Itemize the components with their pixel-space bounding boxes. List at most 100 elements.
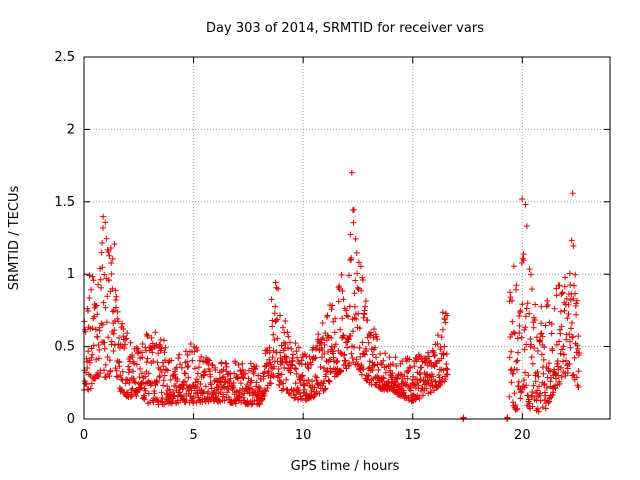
data-point: [542, 392, 549, 399]
data-point: [85, 307, 92, 314]
data-point: [513, 282, 520, 289]
data-point: [340, 332, 347, 339]
data-point: [139, 341, 146, 348]
data-point: [573, 300, 580, 307]
data-point: [571, 354, 578, 361]
data-point: [161, 401, 168, 408]
data-point: [295, 344, 302, 351]
data-point: [566, 360, 573, 367]
data-point: [149, 349, 156, 356]
data-point: [93, 302, 100, 309]
data-point: [266, 349, 273, 356]
data-point: [521, 369, 528, 376]
data-point: [507, 367, 514, 374]
data-point: [176, 389, 183, 396]
data-point: [120, 333, 127, 340]
data-point: [550, 389, 557, 396]
x-tick-label: 10: [295, 428, 312, 443]
data-point: [153, 378, 160, 385]
data-point: [103, 319, 110, 326]
data-point: [223, 363, 230, 370]
data-point: [520, 383, 527, 390]
data-point: [174, 375, 181, 382]
data-point: [429, 383, 436, 390]
data-point: [315, 331, 322, 338]
data-point: [416, 369, 423, 376]
data-point: [316, 390, 323, 397]
data-point: [312, 354, 319, 361]
data-point: [268, 296, 275, 303]
data-point: [239, 373, 246, 380]
y-tick-label: 1: [67, 267, 75, 282]
data-point: [538, 320, 545, 327]
data-point: [506, 354, 513, 361]
data-point: [389, 370, 396, 377]
data-point: [532, 301, 539, 308]
data-point: [439, 309, 446, 316]
data-point: [305, 365, 312, 372]
data-point: [575, 333, 582, 340]
data-point: [175, 355, 182, 362]
data-point: [317, 364, 324, 371]
data-point: [353, 249, 360, 256]
data-point: [442, 376, 449, 383]
data-point: [274, 316, 281, 323]
axis-ticks: 0 5 10 15 20 0 0.5 1 1.5 2 2.5: [54, 50, 610, 443]
data-point: [145, 332, 152, 339]
data-point: [529, 388, 536, 395]
data-point: [92, 326, 99, 333]
data-point: [570, 243, 577, 250]
data-point: [533, 334, 540, 341]
data-point: [111, 327, 118, 334]
data-point: [84, 364, 91, 371]
data-point: [441, 343, 448, 350]
data-point: [530, 382, 537, 389]
data-point: [518, 388, 525, 395]
data-point: [236, 387, 243, 394]
data-point: [161, 337, 168, 344]
data-point: [382, 350, 389, 357]
x-tick-label: 15: [404, 428, 421, 443]
data-point: [556, 282, 563, 289]
data-point: [539, 333, 546, 340]
data-point: [522, 201, 529, 208]
data-point: [405, 367, 412, 374]
y-tick-label: 2: [67, 122, 75, 137]
data-point: [338, 367, 345, 374]
data-point: [517, 307, 524, 314]
data-point: [89, 273, 96, 280]
data-point: [280, 380, 287, 387]
data-point: [407, 364, 414, 371]
data-point: [328, 343, 335, 350]
data-point: [566, 270, 573, 277]
data-point: [557, 350, 564, 357]
data-point: [559, 358, 566, 365]
data-point: [162, 357, 168, 364]
data-point: [107, 367, 114, 374]
data-point: [231, 370, 238, 377]
data-point: [357, 365, 364, 372]
data-point: [133, 361, 140, 368]
data-point: [104, 293, 111, 300]
data-point: [362, 298, 369, 305]
data-point: [526, 266, 533, 273]
data-point: [124, 330, 131, 337]
data-point: [356, 325, 363, 332]
data-point: [371, 326, 378, 333]
data-point: [394, 374, 401, 381]
data-point: [106, 252, 113, 259]
data-point: [119, 320, 126, 327]
data-point: [319, 347, 326, 354]
data-point: [370, 334, 377, 341]
data-point: [264, 360, 270, 367]
data-point: [110, 348, 117, 355]
data-point: [352, 235, 359, 242]
data-point: [253, 379, 260, 386]
data-point: [123, 390, 130, 397]
data-point: [511, 390, 518, 397]
data-point: [570, 333, 577, 340]
data-point: [440, 350, 447, 357]
data-point: [553, 341, 560, 348]
data-point: [182, 370, 189, 377]
data-point: [538, 330, 545, 337]
